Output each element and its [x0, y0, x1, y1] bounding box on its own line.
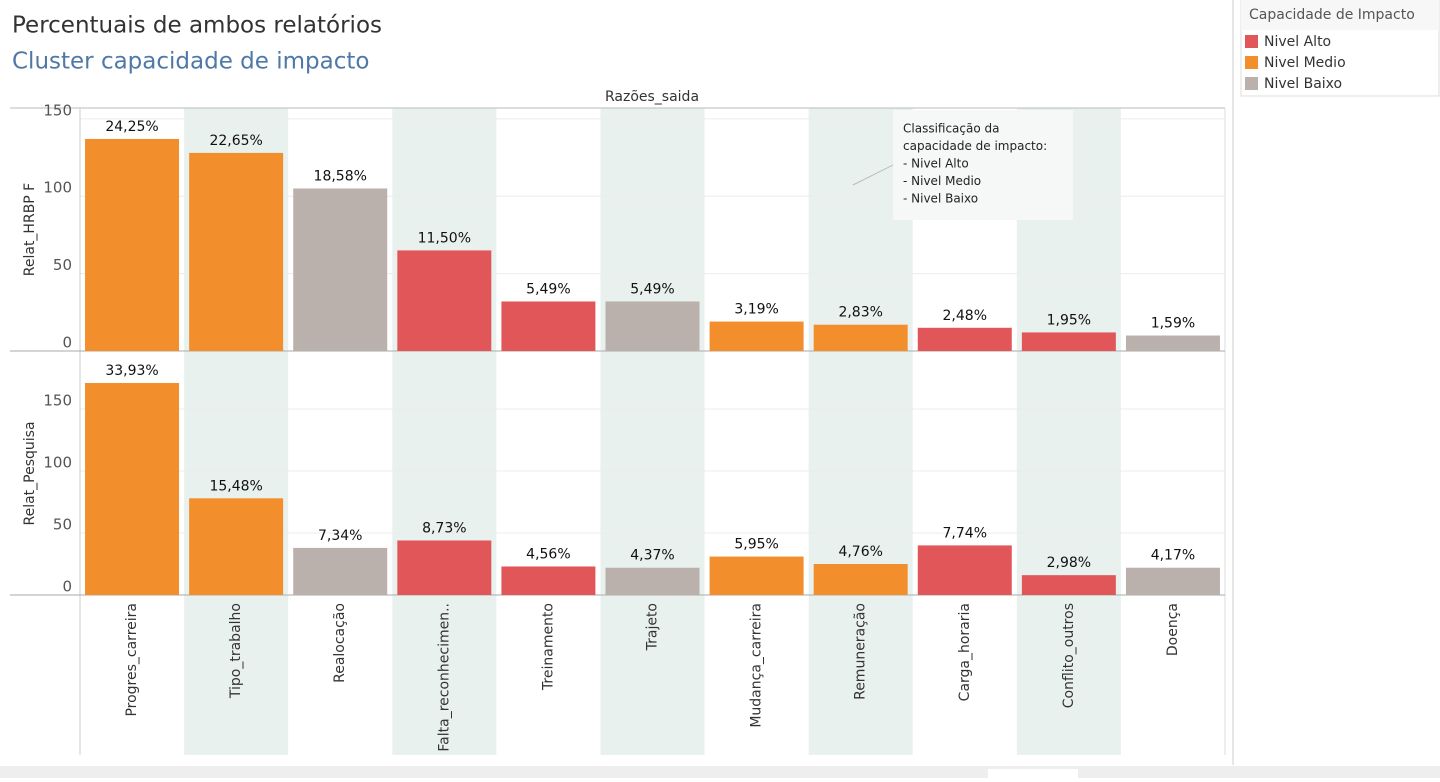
x-tick-label: Progres_carreira [124, 603, 140, 717]
bar-label: 8,73% [422, 520, 466, 536]
bar [709, 321, 804, 351]
x-tick-label: Remuneração [853, 603, 869, 700]
legend-label: Nivel Baixo [1264, 76, 1342, 92]
bar-label: 4,17% [1151, 548, 1195, 564]
y-tick-label: 0 [62, 334, 72, 352]
x-tick-label: Mudança_carreira [749, 603, 765, 728]
x-tick-label: Trajeto [645, 603, 661, 651]
annotation-line: - Nivel Baixo [903, 192, 978, 206]
bar-label: 5,95% [734, 537, 778, 553]
x-tick-label: Falta_reconhecimen.. [436, 603, 452, 752]
bar-label: 1,95% [1047, 312, 1091, 328]
y-tick-label: 150 [43, 101, 72, 119]
y-axis-title: Relat_Pesquisa [22, 421, 38, 525]
subtitle: Cluster capacidade de impacto [12, 49, 369, 75]
y-tick-label: 50 [53, 256, 72, 274]
annotation-pointer [852, 164, 894, 186]
bar [1125, 567, 1220, 595]
annotation-line: capacidade de impacto: [903, 139, 1047, 153]
header-label: Razões_saida [605, 89, 699, 105]
bar [85, 138, 180, 351]
y-axis-title: Relat_HRBP F [22, 183, 38, 276]
annotation-line: - Nivel Medio [903, 174, 981, 188]
bar [189, 498, 284, 595]
bar-label: 5,49% [526, 281, 570, 297]
y-tick-label: 150 [43, 392, 72, 410]
bar-label: 1,59% [1151, 316, 1195, 332]
bar-label: 2,98% [1047, 555, 1091, 571]
bar-label: 7,74% [943, 525, 987, 541]
bar-label: 22,65% [209, 133, 262, 149]
bar-label: 2,83% [838, 305, 882, 321]
bar [917, 545, 1012, 595]
column-shade [392, 108, 497, 755]
x-tick-label: Carga_horaria [957, 603, 973, 701]
bar-label: 4,37% [630, 548, 674, 564]
bar [1125, 335, 1220, 351]
active-tab [988, 769, 1078, 778]
x-tick-label: Doença [1165, 603, 1181, 656]
bar-label: 18,58% [314, 168, 367, 184]
bar [813, 564, 908, 595]
annotation-box [893, 110, 1073, 220]
title: Percentuais de ambos relatórios [12, 13, 382, 39]
legend-swatch [1245, 35, 1258, 48]
bar [293, 188, 388, 351]
bar-label: 2,48% [943, 308, 987, 324]
bar-label: 11,50% [418, 230, 471, 246]
legend-label: Nivel Medio [1264, 55, 1346, 71]
bar-label: 33,93% [105, 363, 158, 379]
bar [85, 382, 180, 595]
bar [397, 250, 492, 351]
legend-swatch [1245, 77, 1258, 90]
bar [189, 152, 284, 351]
annotation-line: Classificação da [903, 122, 1000, 136]
bar [501, 301, 596, 351]
y-tick-label: 100 [43, 179, 72, 197]
legend-title: Capacidade de Impacto [1249, 7, 1415, 23]
bar [709, 556, 804, 595]
legend-label: Nivel Alto [1264, 34, 1331, 50]
bar-label: 5,49% [630, 281, 674, 297]
bar-label: 24,25% [105, 119, 158, 135]
bar-label: 4,56% [526, 546, 570, 562]
bar-label: 3,19% [734, 302, 778, 318]
bar [1021, 332, 1116, 351]
bar-label: 4,76% [838, 544, 882, 560]
bar [1021, 575, 1116, 595]
y-tick-label: 0 [62, 578, 72, 596]
bar-label: 7,34% [318, 528, 362, 544]
legend-header [1241, 0, 1439, 30]
foreground: 0 50 100 150 Relat_HRBP F 24,25% 22,65% 18,58% 1… [10, 34, 1346, 755]
bar [605, 567, 700, 595]
tab-strip [0, 766, 1440, 778]
bar [397, 540, 492, 595]
y-tick-label: 50 [53, 516, 72, 534]
bar-label: 15,48% [209, 478, 262, 494]
bar [501, 566, 596, 595]
annotation-line: - Nivel Alto [903, 157, 969, 171]
legend-swatch [1245, 56, 1258, 69]
bar [917, 327, 1012, 351]
x-tick-label: Tipo_trabalho [228, 603, 244, 699]
x-tick-label: Conflito_outros [1061, 603, 1077, 708]
bar [293, 547, 388, 595]
x-tick-label: Realocação [332, 603, 348, 683]
column-shade [600, 108, 705, 755]
bar [813, 324, 908, 351]
x-tick-label: Treinamento [540, 603, 556, 691]
bar [605, 301, 700, 351]
y-tick-label: 100 [43, 454, 72, 472]
